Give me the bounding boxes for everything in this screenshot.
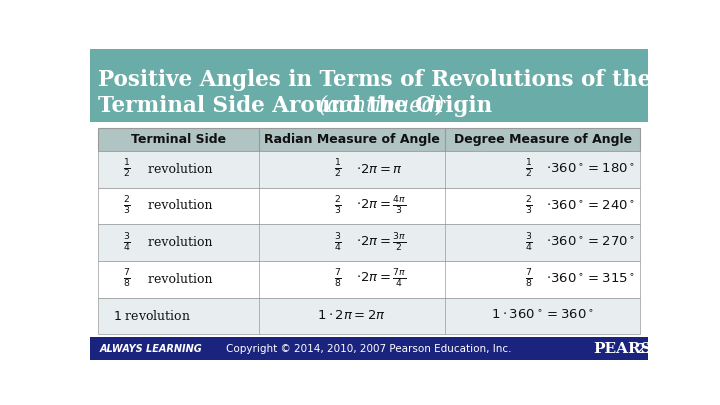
FancyBboxPatch shape: [98, 151, 640, 188]
Text: Radian Measure of Angle: Radian Measure of Angle: [264, 133, 440, 146]
Text: PEARSON: PEARSON: [594, 342, 680, 356]
Text: $\frac{3}{4}$: $\frac{3}{4}$: [334, 232, 342, 254]
Text: revolution: revolution: [144, 163, 212, 176]
Text: 22: 22: [637, 342, 654, 356]
Text: $\frac{7}{8}$: $\frac{7}{8}$: [123, 268, 131, 290]
Text: $\cdot 360^\circ = 240^\circ$: $\cdot 360^\circ = 240^\circ$: [546, 199, 636, 213]
FancyBboxPatch shape: [90, 337, 648, 360]
Text: $\frac{7}{8}$: $\frac{7}{8}$: [525, 268, 533, 290]
Text: $\cdot 2\pi = \frac{4\pi}{3}$: $\cdot 2\pi = \frac{4\pi}{3}$: [356, 195, 406, 217]
Text: $\cdot 360^\circ = 315^\circ$: $\cdot 360^\circ = 315^\circ$: [546, 273, 636, 286]
FancyBboxPatch shape: [98, 128, 640, 151]
Text: revolution: revolution: [144, 273, 212, 286]
FancyBboxPatch shape: [98, 298, 640, 334]
Text: Copyright © 2014, 2010, 2007 Pearson Education, Inc.: Copyright © 2014, 2010, 2007 Pearson Edu…: [226, 344, 512, 354]
Text: $\frac{1}{2}$: $\frac{1}{2}$: [334, 158, 342, 180]
FancyBboxPatch shape: [98, 188, 640, 224]
Text: $\frac{1}{2}$: $\frac{1}{2}$: [525, 158, 533, 180]
Text: ALWAYS LEARNING: ALWAYS LEARNING: [99, 344, 202, 354]
Text: $\cdot 2\pi = \frac{7\pi}{4}$: $\cdot 2\pi = \frac{7\pi}{4}$: [356, 268, 406, 290]
Text: $\cdot 2\pi = \pi$: $\cdot 2\pi = \pi$: [356, 163, 403, 176]
Text: $1$ revolution: $1$ revolution: [113, 309, 192, 323]
Text: $\cdot 2\pi = \frac{3\pi}{2}$: $\cdot 2\pi = \frac{3\pi}{2}$: [356, 232, 406, 254]
Text: $\cdot 360^\circ = 180^\circ$: $\cdot 360^\circ = 180^\circ$: [546, 163, 636, 176]
Text: $\cdot 360^\circ = 270^\circ$: $\cdot 360^\circ = 270^\circ$: [546, 236, 636, 249]
Text: (continued): (continued): [305, 95, 444, 117]
Text: $\frac{3}{4}$: $\frac{3}{4}$: [123, 232, 131, 254]
Text: Degree Measure of Angle: Degree Measure of Angle: [454, 133, 631, 146]
Text: $1 \cdot 2\pi = 2\pi$: $1 \cdot 2\pi = 2\pi$: [318, 309, 387, 322]
FancyBboxPatch shape: [98, 224, 640, 261]
Text: $\frac{7}{8}$: $\frac{7}{8}$: [334, 268, 342, 290]
Text: revolution: revolution: [144, 200, 212, 213]
FancyBboxPatch shape: [98, 261, 640, 298]
Text: Terminal Side Around the Origin: Terminal Side Around the Origin: [98, 95, 492, 117]
Text: $\frac{2}{3}$: $\frac{2}{3}$: [123, 195, 131, 217]
Text: Positive Angles in Terms of Revolutions of the Angle’s: Positive Angles in Terms of Revolutions …: [98, 68, 720, 91]
Text: $\frac{1}{2}$: $\frac{1}{2}$: [123, 158, 131, 180]
Text: $\frac{2}{3}$: $\frac{2}{3}$: [334, 195, 342, 217]
Text: $\frac{3}{4}$: $\frac{3}{4}$: [525, 232, 533, 254]
Text: Terminal Side: Terminal Side: [131, 133, 226, 146]
Text: $\frac{2}{3}$: $\frac{2}{3}$: [525, 195, 533, 217]
Text: revolution: revolution: [144, 236, 212, 249]
Text: $1 \cdot 360^\circ = 360^\circ$: $1 \cdot 360^\circ = 360^\circ$: [491, 309, 594, 322]
FancyBboxPatch shape: [90, 49, 648, 122]
